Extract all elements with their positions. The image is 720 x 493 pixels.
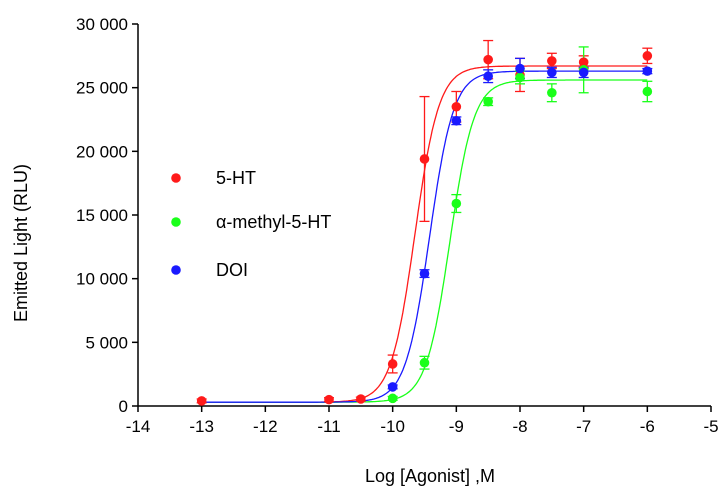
data-point	[578, 57, 589, 67]
data-point	[642, 66, 653, 76]
x-tick-label: -8	[512, 417, 527, 436]
x-tick-label: -13	[189, 417, 214, 436]
x-tick-label: -5	[703, 417, 718, 436]
data-point	[356, 394, 366, 404]
y-tick-label: 0	[119, 397, 128, 416]
data-point	[419, 268, 430, 279]
y-tick-label: 15 000	[76, 206, 128, 225]
y-tick-label: 10 000	[76, 270, 128, 289]
data-point	[387, 393, 398, 404]
legend-label: DOI	[216, 260, 248, 280]
data-point	[547, 87, 557, 98]
data-point	[324, 394, 334, 405]
x-axis-title: Log [Agonist] ,M	[365, 466, 495, 486]
x-tick-label: -12	[253, 417, 278, 436]
data-point	[642, 86, 653, 97]
legend-marker	[171, 173, 181, 183]
data-point	[483, 96, 493, 107]
x-tick-label: -11	[317, 417, 340, 436]
legend-label: α-methyl-5-HT	[216, 212, 331, 232]
data-point	[451, 198, 462, 209]
data-point	[578, 67, 589, 78]
legend-marker	[171, 265, 181, 275]
y-tick-label: 30 000	[76, 15, 128, 34]
y-tick-label: 20 000	[76, 142, 128, 161]
data-point	[483, 54, 493, 65]
data-point	[387, 382, 398, 392]
y-tick-label: 5 000	[85, 333, 128, 352]
x-tick-label: -7	[576, 417, 591, 436]
y-tick-label: 25 000	[76, 79, 128, 98]
data-point	[642, 51, 653, 61]
legend-label: 5-HT	[216, 168, 256, 188]
x-tick-label: -14	[126, 417, 151, 436]
legend-marker	[171, 217, 181, 227]
data-point	[483, 71, 493, 82]
data-point	[515, 63, 525, 74]
data-points	[196, 51, 653, 406]
data-point	[419, 357, 430, 368]
data-point	[451, 101, 462, 112]
data-point	[196, 396, 207, 406]
data-point	[547, 56, 557, 66]
x-ticks: -14 -13 -12 -11 -10 -9 -8 -7 -6 -5	[126, 406, 719, 436]
x-tick-label: -9	[449, 417, 464, 436]
legend: 5-HT α-methyl-5-HT DOI	[171, 168, 331, 280]
data-point	[387, 359, 398, 369]
y-axis-title: Emitted Light (RLU)	[11, 164, 31, 322]
y-ticks: 0 5 000 10 000 15 000 20 000 25 000 30 000	[76, 15, 138, 416]
data-point	[419, 154, 430, 164]
x-tick-label: -10	[380, 417, 405, 436]
data-point	[515, 72, 525, 83]
x-tick-label: -6	[640, 417, 655, 436]
data-point	[451, 115, 462, 126]
data-point	[547, 67, 557, 78]
